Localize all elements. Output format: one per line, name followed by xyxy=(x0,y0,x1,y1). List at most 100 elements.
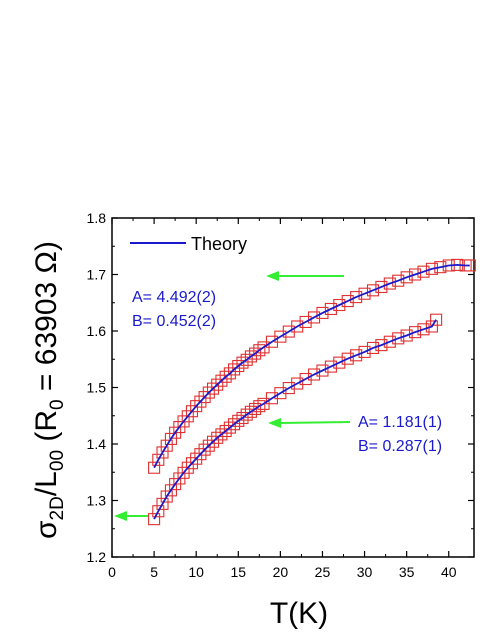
data-point xyxy=(392,332,405,345)
data-point xyxy=(358,287,371,300)
data-point xyxy=(152,505,165,518)
data-point xyxy=(299,372,312,386)
data-point xyxy=(341,352,354,365)
data-point xyxy=(202,386,215,399)
y-tick-label: 1.3 xyxy=(87,493,107,509)
data-point xyxy=(164,484,177,497)
data-point xyxy=(316,306,329,319)
data-point xyxy=(358,345,371,358)
annotation-upper-b: B= 0.452(2) xyxy=(132,313,216,330)
data-point xyxy=(223,421,236,434)
data-point xyxy=(181,461,194,474)
y-tick-label: 1.6 xyxy=(87,323,107,339)
data-point xyxy=(215,428,228,441)
data-point xyxy=(232,414,245,427)
data-point xyxy=(185,457,199,470)
data-point xyxy=(219,424,232,438)
theory-line xyxy=(153,319,437,520)
y-tick-label: 1.2 xyxy=(87,549,107,565)
data-point xyxy=(434,261,447,274)
data-point xyxy=(324,360,337,373)
data-point xyxy=(291,377,304,390)
annotation-lower: A= 1.181(1) B= 0.287(1) xyxy=(358,414,442,455)
x-axis-label: T(K) xyxy=(270,597,328,630)
data-point xyxy=(324,302,337,316)
data-point xyxy=(228,363,241,376)
data-point xyxy=(350,349,363,362)
data-point xyxy=(223,367,236,380)
data-point xyxy=(333,298,346,312)
data-point xyxy=(430,313,443,326)
data-point xyxy=(206,382,220,395)
data-point xyxy=(307,368,321,381)
data-point xyxy=(206,435,220,448)
data-point xyxy=(291,320,304,333)
data-point xyxy=(375,280,388,293)
data-point xyxy=(152,453,165,466)
data-point xyxy=(307,311,321,324)
data-point xyxy=(202,439,215,452)
annotation-lower-b: B= 0.287(1) xyxy=(358,438,442,455)
y-tick-label: 1.5 xyxy=(87,380,107,396)
data-point xyxy=(383,277,396,290)
y-tick-label: 1.7 xyxy=(87,267,107,283)
data-point xyxy=(400,329,413,342)
data-point xyxy=(219,370,232,383)
data-point xyxy=(236,356,249,369)
data-point xyxy=(409,268,422,281)
annotation-lower-a: A= 1.181(1) xyxy=(358,414,442,431)
data-point xyxy=(190,400,203,413)
data-point xyxy=(148,513,161,526)
data-point xyxy=(211,431,224,444)
data-point xyxy=(366,341,380,355)
theory-line xyxy=(153,263,470,469)
data-point xyxy=(156,497,169,510)
x-tick-label: 5 xyxy=(150,564,158,580)
data-point xyxy=(400,271,413,284)
data-point xyxy=(375,339,388,352)
data-point xyxy=(316,364,329,377)
x-tick-label: 15 xyxy=(230,564,246,580)
data-point xyxy=(215,374,228,387)
data-point xyxy=(333,356,346,369)
x-tick-label: 40 xyxy=(441,564,457,580)
x-tick-label: 25 xyxy=(315,564,331,580)
data-point xyxy=(249,347,262,360)
data-point xyxy=(156,446,169,459)
data-point xyxy=(211,378,224,391)
y-tick-label: 1.4 xyxy=(87,436,107,452)
arrow-lower xyxy=(279,421,351,424)
x-tick-label: 20 xyxy=(273,564,289,580)
data-point xyxy=(228,418,241,431)
data-point xyxy=(409,326,422,339)
x-tick-label: 0 xyxy=(108,564,116,580)
data-point xyxy=(282,382,295,395)
x-tick-label: 30 xyxy=(357,564,373,580)
data-point xyxy=(425,320,438,333)
data-point xyxy=(299,315,312,329)
data-point xyxy=(198,391,211,404)
data-point xyxy=(366,284,380,297)
arrows xyxy=(114,271,351,521)
data-point xyxy=(253,344,266,357)
data-point xyxy=(425,262,438,275)
data-point xyxy=(417,323,430,336)
data-point xyxy=(160,490,173,503)
data-point xyxy=(198,443,211,456)
x-tick-label: 35 xyxy=(399,564,415,580)
annotation-upper-a: A= 4.492(2) xyxy=(132,289,216,306)
y-axis-label: σ2D/L00 (R0 = 63903 Ω) xyxy=(30,241,68,539)
data-point xyxy=(417,265,430,278)
data-point xyxy=(194,448,207,461)
data-point xyxy=(392,274,405,287)
legend-label: Theory xyxy=(191,234,247,254)
data-point xyxy=(160,439,173,452)
data-point xyxy=(232,359,245,373)
arrow-lower-head xyxy=(268,418,281,428)
data-point xyxy=(244,350,257,363)
x-tick-label: 10 xyxy=(188,564,204,580)
annotation-upper: A= 4.492(2) B= 0.452(2) xyxy=(132,289,216,330)
data-point xyxy=(253,400,266,413)
data-point xyxy=(383,335,396,348)
